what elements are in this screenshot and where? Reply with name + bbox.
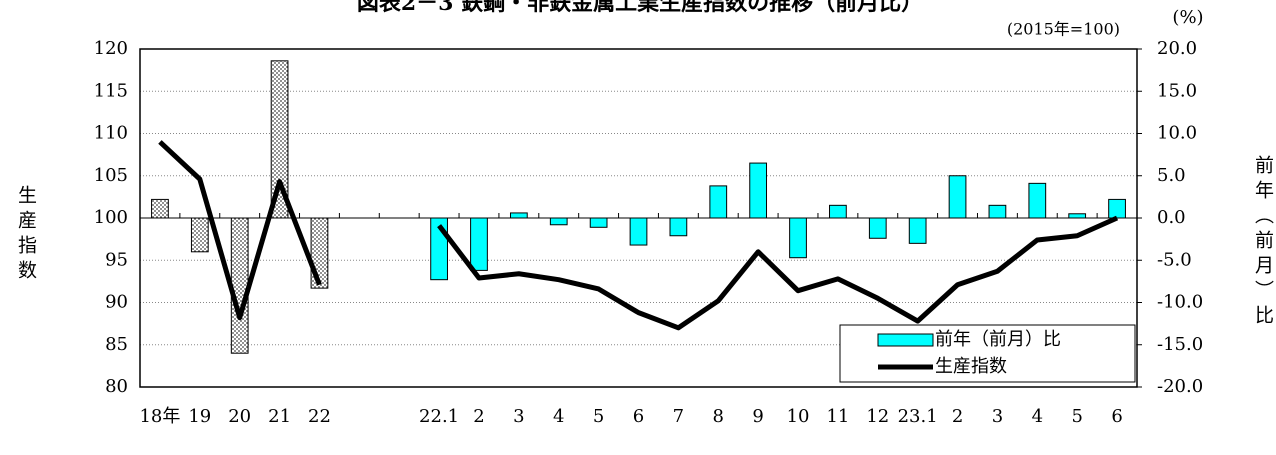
x-tick-label: 7: [673, 406, 684, 427]
x-tick-label: 22.1: [419, 406, 459, 427]
legend-label: 生産指数: [935, 356, 1007, 377]
x-tick-label: 5: [593, 406, 604, 427]
bar: [549, 217, 568, 226]
x-tick-label: 18年: [139, 406, 180, 427]
bar: [988, 204, 1007, 219]
x-tick-label: 19: [188, 406, 211, 427]
x-tick-label: 6: [1111, 406, 1122, 427]
y2-axis-label: 前年（前月）比: [1252, 155, 1274, 330]
x-tick-label: 9: [752, 406, 763, 427]
y-tick-label: 90: [105, 292, 128, 313]
bar: [230, 217, 249, 354]
bar: [749, 162, 768, 219]
x-tick-label: 6: [633, 406, 644, 427]
y-tick-label: 120: [94, 38, 128, 59]
plot-frame: [139, 48, 1138, 388]
bar: [190, 217, 209, 253]
bar: [629, 217, 648, 246]
legend-swatch: [877, 333, 934, 347]
y2-tick-label: 15.0: [1157, 80, 1197, 101]
bar: [669, 217, 688, 237]
bar: [270, 60, 289, 219]
bar: [789, 217, 807, 259]
bar: [1108, 198, 1126, 219]
bar: [948, 175, 967, 219]
chart-title: 図表2－3 鉄鋼・非鉄金属工業生産指数の推移（前月比）: [357, 0, 923, 16]
y2-tick-label: 0.0: [1157, 207, 1186, 228]
bar: [709, 185, 728, 219]
line: [158, 140, 1119, 331]
x-tick-label: 22: [308, 406, 331, 427]
y-axis-label: 生産指数: [15, 185, 37, 285]
y2-tick-label: -10.0: [1157, 292, 1203, 313]
y2-tick-label: -20.0: [1157, 376, 1203, 397]
bar: [310, 217, 329, 289]
x-tick-label: 3: [992, 406, 1003, 427]
y-tick-label: 80: [105, 376, 128, 397]
bar: [509, 212, 528, 219]
y2-tick-label: 20.0: [1157, 38, 1197, 59]
y-tick-label: 115: [94, 80, 128, 101]
x-tick-label: 11: [826, 406, 849, 427]
x-tick-label: 23.1: [898, 406, 938, 427]
x-tick-label: 10: [787, 406, 810, 427]
x-tick-label: 4: [553, 406, 564, 427]
bar: [589, 217, 608, 228]
x-tick-label: 21: [268, 406, 291, 427]
y-tick-label: 110: [94, 123, 128, 144]
x-tick-label: 8: [713, 406, 724, 427]
y-tick-label: 105: [94, 165, 128, 186]
x-tick-label: 5: [1071, 406, 1082, 427]
y2-tick-label: -5.0: [1157, 249, 1192, 270]
bar: [470, 217, 488, 271]
bar: [1068, 213, 1087, 219]
y2-tick-label: -15.0: [1157, 334, 1203, 355]
bar: [151, 198, 169, 219]
x-tick-label: 2: [473, 406, 484, 427]
x-tick-label: 3: [513, 406, 524, 427]
bar: [829, 204, 847, 219]
y-tick-label: 95: [105, 249, 128, 270]
x-tick-label: 12: [866, 406, 889, 427]
y-tick-label: 85: [105, 334, 128, 355]
bar: [868, 217, 887, 239]
y2-tick-label: 5.0: [1157, 165, 1186, 186]
y-tick-label: 100: [94, 207, 128, 228]
x-tick-label: 20: [228, 406, 251, 427]
bar: [908, 217, 927, 244]
x-tick-label: 4: [1032, 406, 1043, 427]
y2-unit: (%): [1172, 7, 1203, 28]
x-tick-label: 2: [952, 406, 963, 427]
legend-label: 前年（前月）比: [935, 329, 1061, 350]
y2-tick-label: 10.0: [1157, 123, 1197, 144]
bar: [1028, 182, 1047, 219]
annotation: (2015年=100): [1007, 20, 1120, 39]
